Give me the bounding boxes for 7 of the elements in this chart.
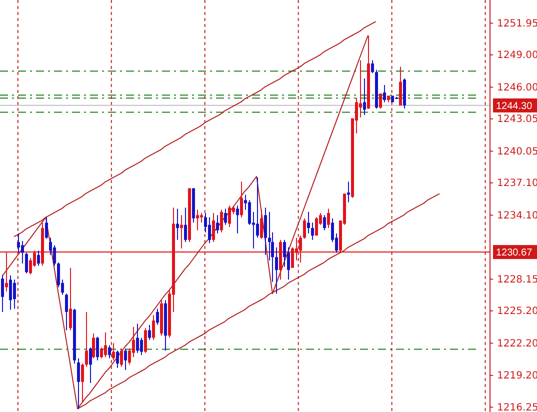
y-tick-label: 1216.25 bbox=[497, 402, 537, 412]
ref-line-label: 1244.30 bbox=[496, 100, 533, 112]
ref-line-label: 1230.67 bbox=[496, 248, 533, 259]
y-tick-label: 1228.15 bbox=[497, 274, 537, 286]
y-tick-label: 1251.95 bbox=[497, 18, 537, 30]
y-tick-label: 1243.05 bbox=[497, 114, 537, 126]
y-tick-label: 1240.05 bbox=[497, 146, 537, 158]
